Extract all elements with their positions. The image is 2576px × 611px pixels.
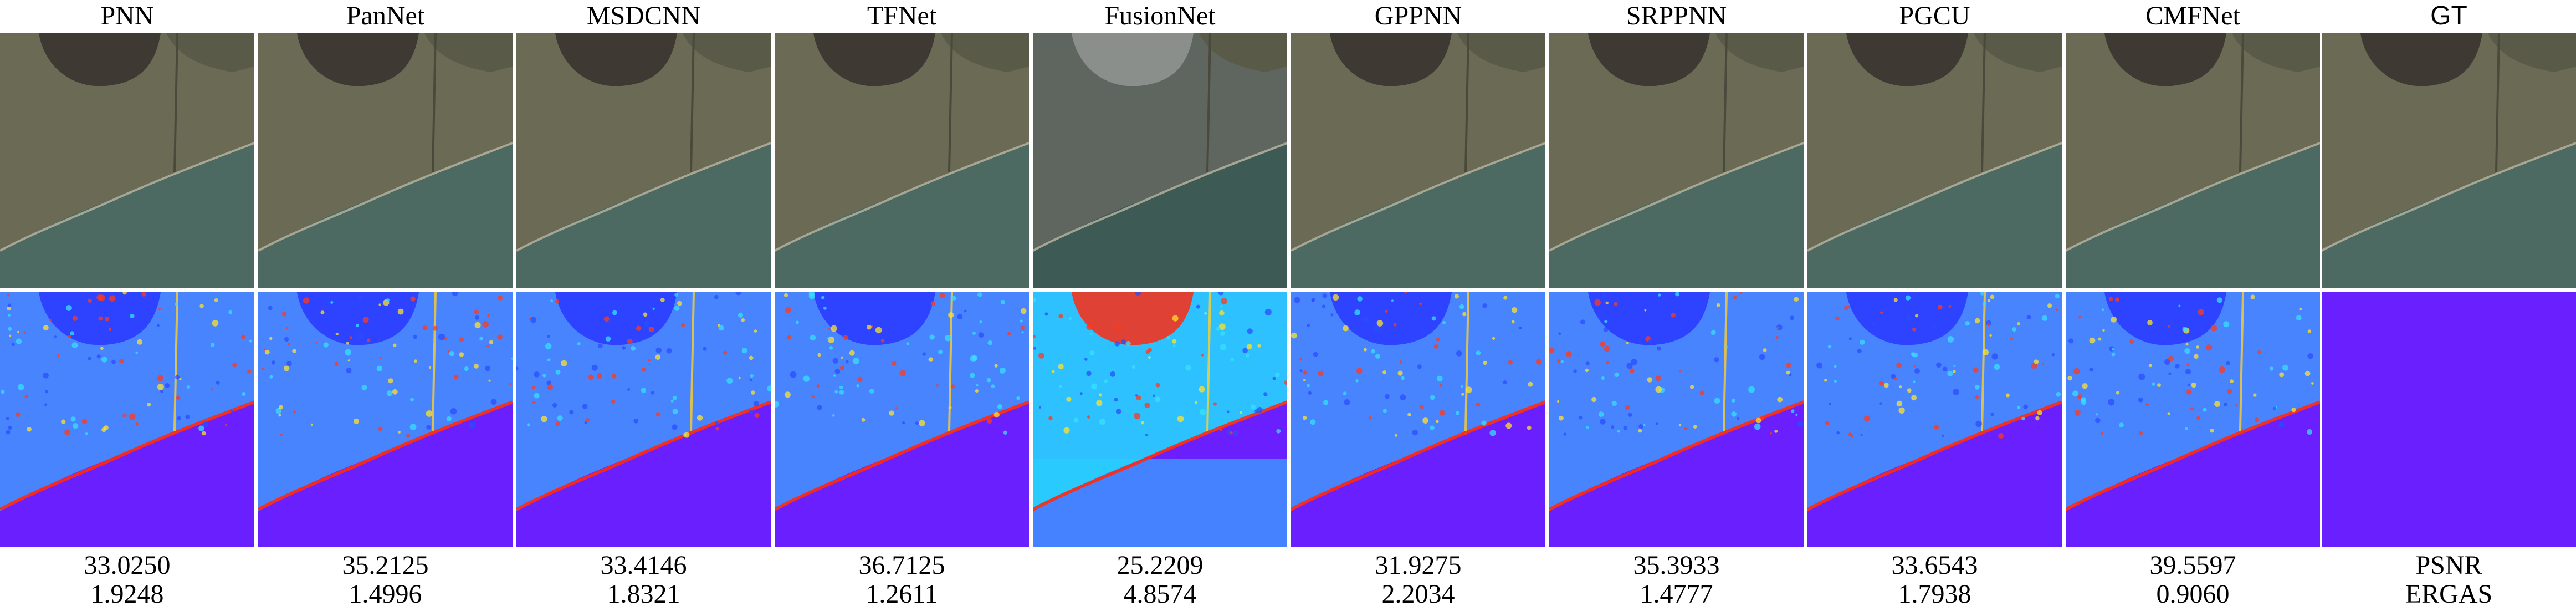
method-title: FusionNet <box>1104 1 1216 30</box>
column-fusionnet: FusionNet 25.2209 4.8574 <box>1033 0 1287 611</box>
column-srppnn: SRPPNN 35.3933 1.4777 <box>1549 0 1804 611</box>
result-image <box>1033 33 1287 288</box>
result-image <box>775 33 1029 288</box>
ergas-value: 0.9060 <box>2156 579 2230 609</box>
column-msdcnn: MSDCNN 33.4146 1.8321 <box>516 0 771 611</box>
method-title: CMFNet <box>2145 1 2240 30</box>
error-heatmap <box>516 292 771 547</box>
column-gt: GT PSNR ERGAS <box>2322 0 2576 611</box>
psnr-value: 35.2125 <box>342 551 429 580</box>
error-map <box>2322 292 2576 547</box>
ergas-value: 1.4777 <box>1640 579 1713 609</box>
satellite-image <box>1291 33 1545 288</box>
error-map <box>516 292 771 547</box>
satellite-image <box>2066 33 2320 288</box>
satellite-image <box>775 33 1029 288</box>
ergas-value: ERGAS <box>2405 579 2493 609</box>
ergas-value: 1.7938 <box>1898 579 1971 609</box>
psnr-value: 25.2209 <box>1117 551 1204 580</box>
satellite-image <box>2322 33 2576 288</box>
psnr-value: 35.3933 <box>1633 551 1720 580</box>
method-title: PGCU <box>1899 1 1970 30</box>
error-heatmap <box>1549 292 1804 547</box>
result-image <box>258 33 513 288</box>
psnr-value: 36.7125 <box>858 551 945 580</box>
error-map <box>2066 292 2320 547</box>
psnr-value: 33.4146 <box>600 551 687 580</box>
error-heatmap <box>1033 292 1287 547</box>
result-image <box>2322 33 2576 288</box>
result-image <box>1291 33 1545 288</box>
error-map <box>775 292 1029 547</box>
method-title: SRPPNN <box>1626 1 1727 30</box>
result-image <box>0 33 254 288</box>
error-heatmap <box>1291 292 1545 547</box>
ergas-value: 1.2611 <box>866 579 938 609</box>
column-pgcu: PGCU 33.6543 1.7938 <box>1807 0 2062 611</box>
result-image <box>1807 33 2062 288</box>
method-title: PNN <box>100 1 154 30</box>
column-cmfnet: CMFNet 39.5597 0.9060 <box>2066 0 2320 611</box>
psnr-value: 31.9275 <box>1375 551 1462 580</box>
column-pannet: PanNet 35.2125 1.4996 <box>258 0 513 611</box>
result-image <box>516 33 771 288</box>
error-heatmap <box>0 292 254 547</box>
error-heatmap <box>258 292 513 547</box>
column-pnn: PNN 33.0250 1.9248 <box>0 0 254 611</box>
result-image <box>2066 33 2320 288</box>
error-map <box>1033 292 1287 547</box>
ergas-value: 1.8321 <box>607 579 680 609</box>
error-map <box>1291 292 1545 547</box>
result-image <box>1549 33 1804 288</box>
psnr-value: 33.6543 <box>1891 551 1978 580</box>
method-title: GT <box>2430 1 2467 30</box>
psnr-value: PSNR <box>2415 551 2482 580</box>
error-heatmap <box>1807 292 2062 547</box>
ergas-value: 1.4996 <box>349 579 422 609</box>
error-map <box>1549 292 1804 547</box>
method-title: GPPNN <box>1374 1 1462 30</box>
satellite-image <box>1033 33 1287 288</box>
method-title: MSDCNN <box>586 1 701 30</box>
error-heatmap <box>2066 292 2320 547</box>
ergas-value: 4.8574 <box>1123 579 1197 609</box>
error-map <box>1807 292 2062 547</box>
satellite-image <box>0 33 254 288</box>
satellite-image <box>516 33 771 288</box>
method-title: PanNet <box>346 1 425 30</box>
ergas-value: 2.2034 <box>1381 579 1455 609</box>
psnr-value: 33.0250 <box>84 551 171 580</box>
satellite-image <box>1549 33 1804 288</box>
error-map <box>0 292 254 547</box>
ergas-value: 1.9248 <box>90 579 164 609</box>
column-tfnet: TFNet 36.7125 1.2611 <box>775 0 1029 611</box>
error-heatmap <box>775 292 1029 547</box>
error-heatmap <box>2322 292 2576 547</box>
satellite-image <box>258 33 513 288</box>
satellite-image <box>1807 33 2062 288</box>
column-gppnn: GPPNN 31.9275 2.2034 <box>1291 0 1545 611</box>
method-title: TFNet <box>867 1 937 30</box>
psnr-value: 39.5597 <box>2149 551 2236 580</box>
error-map <box>258 292 513 547</box>
